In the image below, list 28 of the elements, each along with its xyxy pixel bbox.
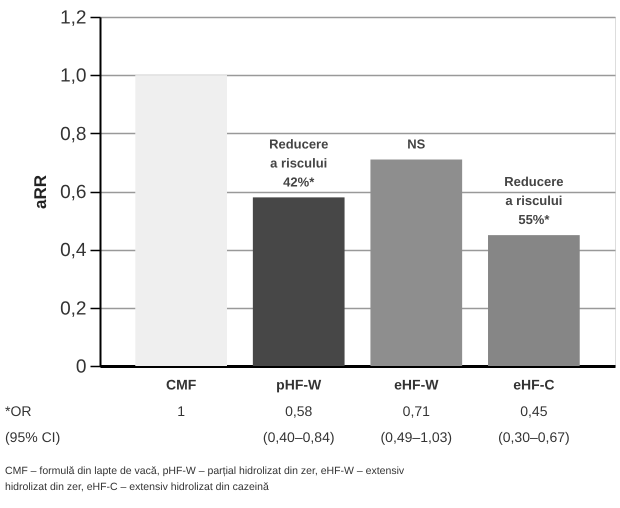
y-tick-label: 0,4: [60, 240, 87, 262]
annotation: Reducere a riscului 55%*: [504, 174, 564, 228]
text: *OR: [5, 403, 32, 419]
y-tick-label: 1,0: [60, 66, 86, 87]
x-tick-label: CMF: [166, 376, 197, 392]
text: (0,40–0,84): [262, 429, 335, 445]
text: CMF – formulă din lapte de vacă, pHF-W – parțial hidrolizat din zer, eHF-W – extensiv hidrolizat din zer, eHF-C – extensiv hidrolizat din cazeină: [5, 465, 405, 493]
data-label: 0,58: [285, 403, 313, 419]
annotation: NS: [407, 136, 426, 152]
data-label: 1: [177, 403, 186, 419]
text: (95% CI): [5, 429, 60, 445]
bar: [488, 235, 580, 366]
y-tick-label: 0,2: [60, 298, 86, 320]
bar: [135, 75, 227, 366]
y-tick-label: 0,6: [60, 182, 86, 203]
x-tick-label: eHF-W: [394, 376, 440, 392]
data-label: 0,71: [402, 403, 430, 419]
x-tick-label: pHF-W: [276, 376, 322, 392]
annotation: Reducere a riscului 42%*: [269, 136, 328, 190]
x-tick-label: eHF-C: [513, 376, 554, 392]
y-axis-title: aRR: [31, 174, 50, 210]
text: (0,30–0,67): [498, 429, 570, 445]
y-tick-label: 0,8: [60, 124, 86, 145]
bar: [252, 197, 345, 366]
data-label: 0,45: [520, 403, 548, 419]
text: (0,49–1,03): [380, 429, 452, 445]
y-tick-label: 0: [76, 356, 86, 378]
y-tick-label: 1,2: [60, 8, 86, 28]
